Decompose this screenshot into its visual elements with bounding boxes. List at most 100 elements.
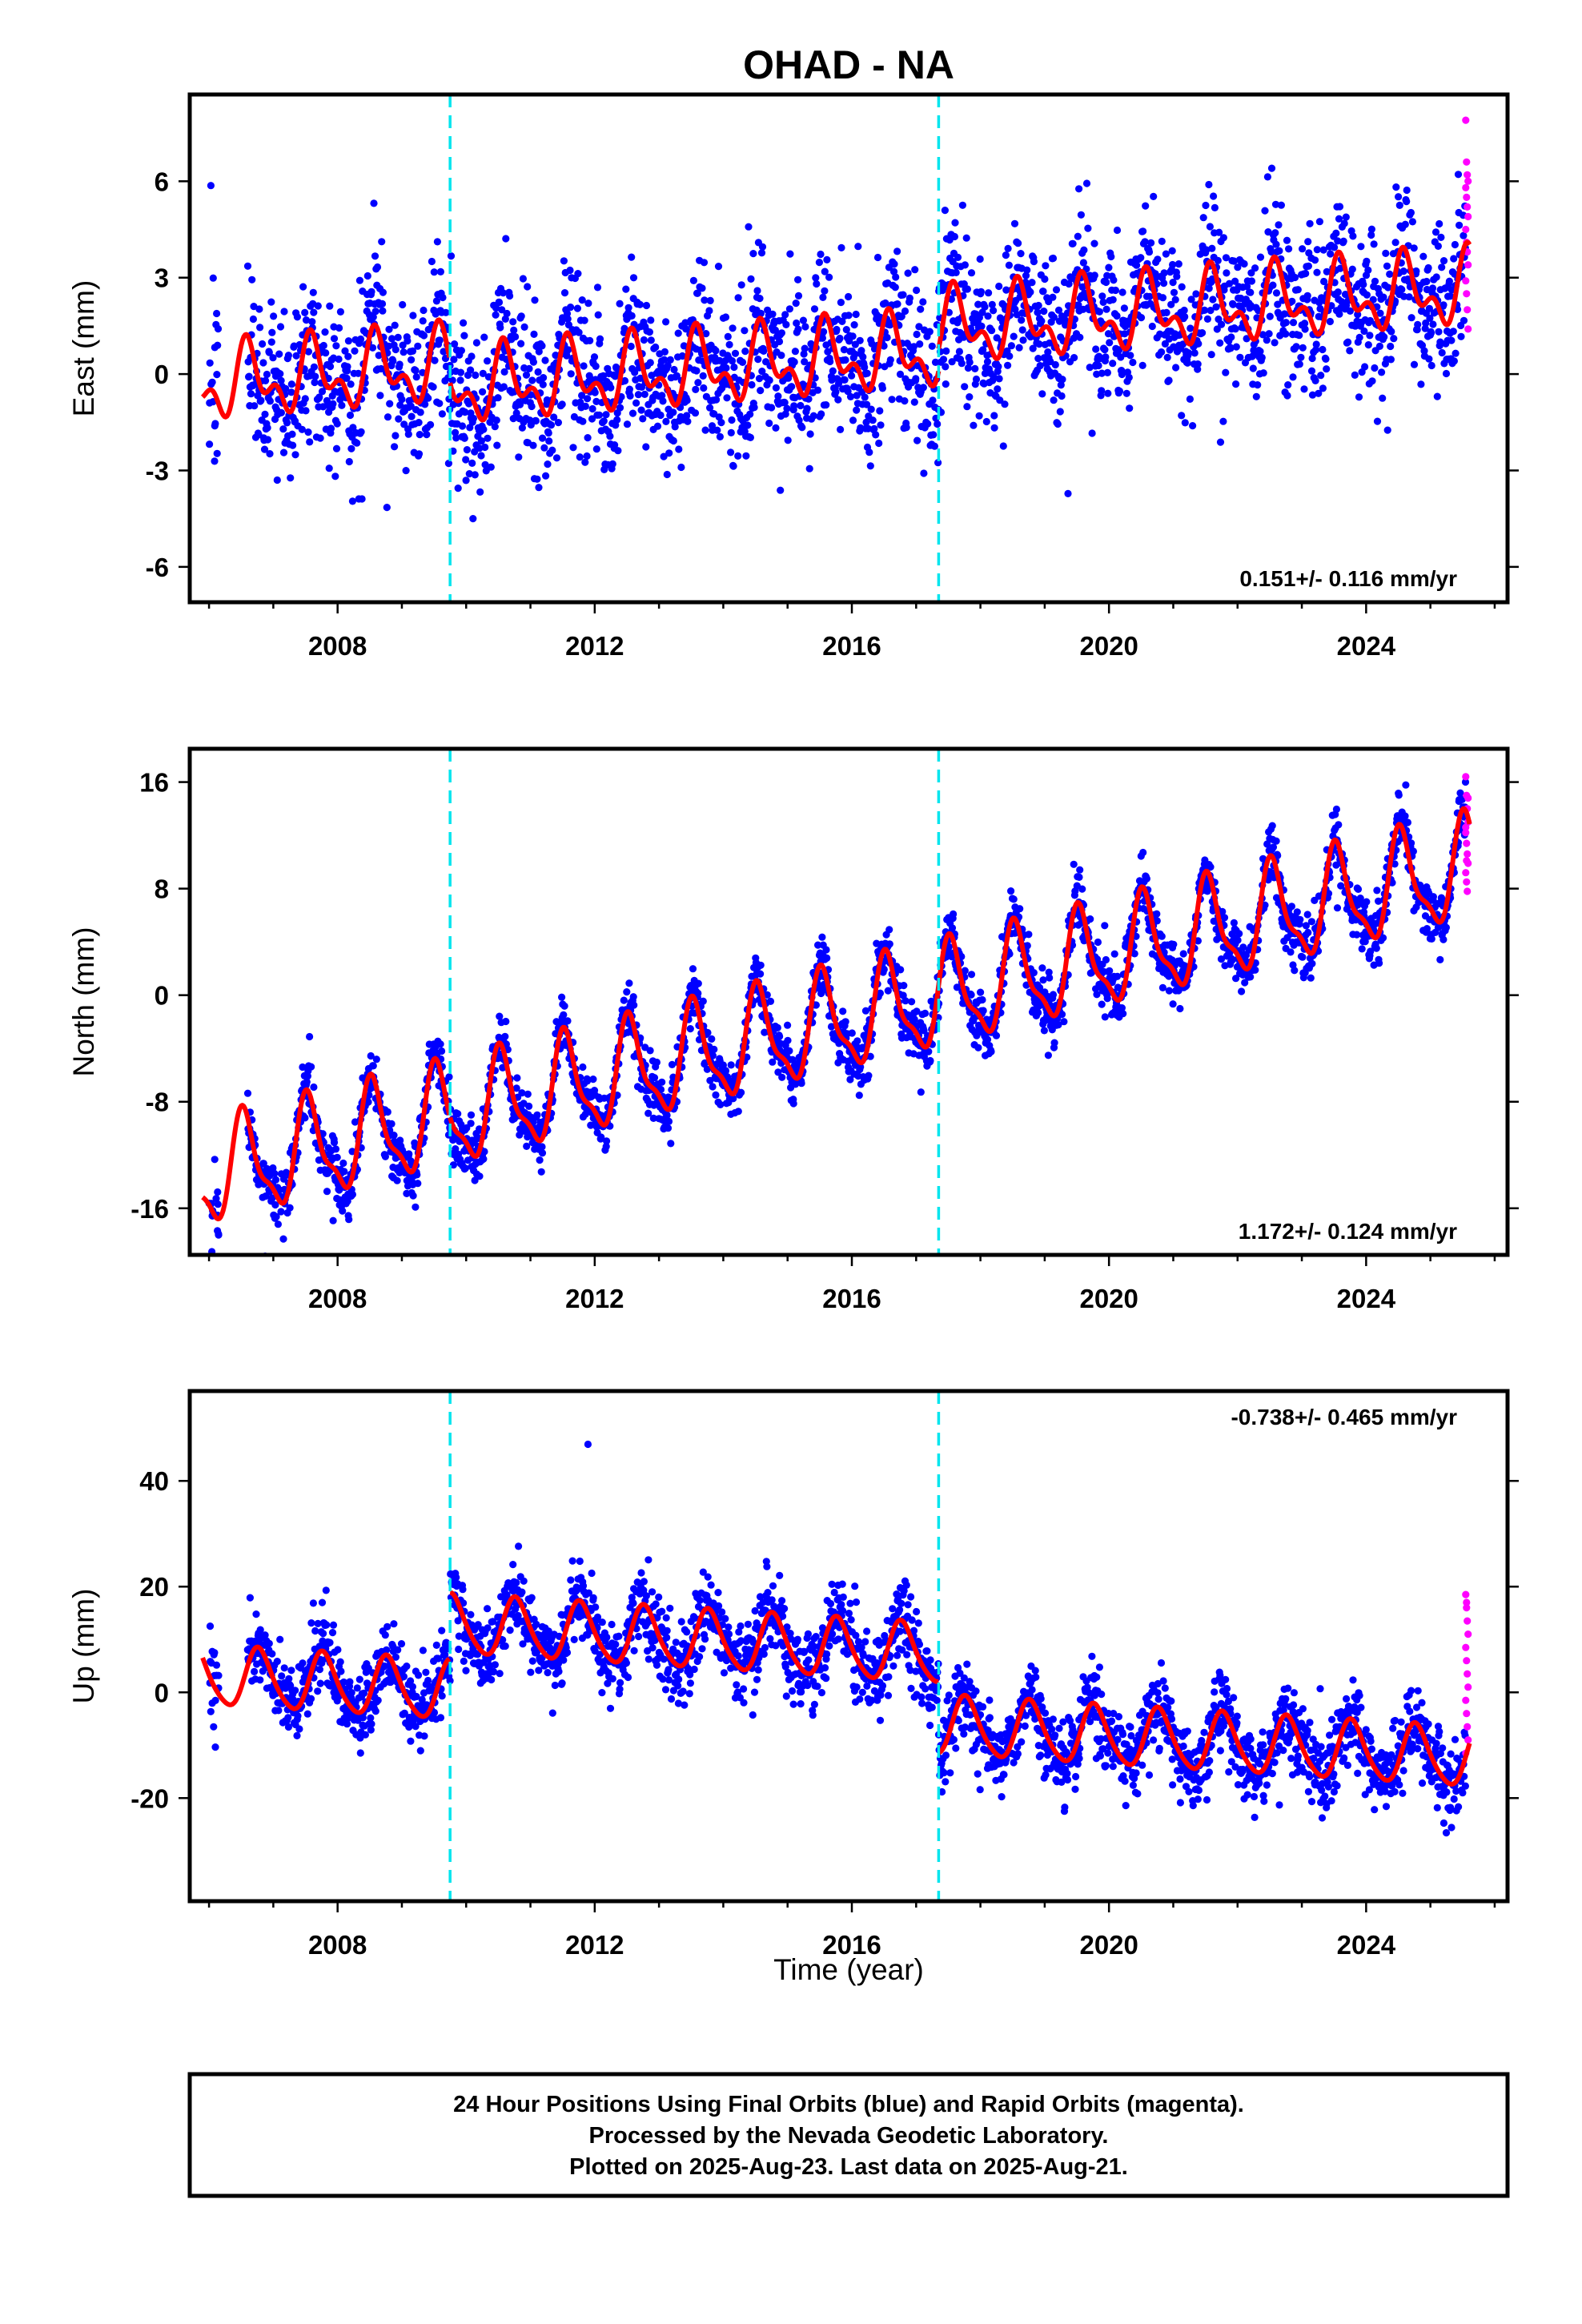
final-orbit-point (883, 333, 891, 342)
final-orbit-point (436, 336, 444, 344)
final-orbit-point (741, 327, 749, 335)
final-orbit-point (1392, 183, 1400, 191)
final-orbit-point (315, 1156, 323, 1164)
final-orbit-point (990, 412, 998, 420)
final-orbit-point (1398, 285, 1406, 294)
final-orbit-point (713, 426, 721, 434)
final-orbit-point (517, 312, 525, 320)
final-orbit-point (967, 269, 976, 277)
final-orbit-point (1098, 369, 1106, 377)
final-orbit-point (1176, 1004, 1184, 1013)
final-orbit-point (531, 296, 539, 304)
final-orbit-point (990, 372, 998, 380)
final-orbit-point (1423, 277, 1431, 286)
final-orbit-point (1426, 314, 1434, 322)
final-orbit-point (458, 422, 467, 430)
final-orbit-point (1414, 320, 1422, 328)
final-orbit-point (832, 388, 840, 396)
final-orbit-point (461, 1164, 470, 1172)
final-orbit-point (769, 310, 777, 318)
final-orbit-point (402, 467, 410, 475)
final-orbit-point (856, 336, 864, 344)
final-orbit-point (693, 367, 701, 375)
final-orbit-point (365, 1091, 373, 1100)
final-orbit-point (465, 470, 473, 478)
final-orbit-point (1354, 311, 1362, 319)
final-orbit-point (251, 402, 259, 410)
final-orbit-point (1150, 192, 1158, 200)
final-orbit-point (1395, 201, 1403, 209)
final-orbit-point (1371, 277, 1379, 285)
north-plot-area (190, 749, 1508, 1255)
final-orbit-point (849, 416, 857, 424)
final-orbit-point (516, 400, 524, 408)
final-orbit-point (961, 383, 969, 391)
final-orbit-point (1238, 987, 1246, 995)
final-orbit-point (667, 1140, 675, 1148)
final-orbit-point (987, 1047, 995, 1055)
final-orbit-point (845, 312, 853, 320)
final-orbit-point (1302, 922, 1310, 930)
final-orbit-point (652, 1058, 661, 1067)
final-orbit-point (1153, 917, 1161, 925)
final-orbit-point (1095, 308, 1103, 316)
final-orbit-point (547, 421, 556, 429)
final-orbit-point (857, 347, 865, 355)
final-orbit-point (1410, 360, 1419, 368)
final-orbit-point (394, 333, 402, 341)
final-orbit-point (790, 402, 798, 410)
final-orbit-point (277, 408, 285, 416)
final-orbit-point (529, 441, 537, 449)
final-orbit-point (647, 316, 655, 324)
final-orbit-point (897, 966, 905, 974)
final-orbit-point (404, 430, 412, 438)
final-orbit-point (994, 385, 1002, 393)
final-orbit-point (1306, 219, 1314, 227)
final-orbit-point (250, 303, 258, 311)
final-orbit-point (1299, 245, 1307, 253)
final-orbit-point (436, 267, 445, 275)
final-orbit-point (209, 274, 217, 282)
final-orbit-point (985, 289, 993, 297)
final-orbit-point (454, 1110, 462, 1118)
model-line (200, 317, 452, 420)
final-orbit-point (896, 370, 905, 378)
final-orbit-point (591, 388, 599, 396)
final-orbit-point (494, 394, 502, 402)
final-orbit-point (262, 376, 270, 384)
final-orbit-point (396, 360, 404, 368)
final-orbit-point (1118, 370, 1126, 379)
final-orbit-point (588, 404, 596, 413)
final-orbit-point (841, 356, 849, 364)
final-orbit-point (269, 354, 277, 362)
final-orbit-point (442, 308, 450, 316)
final-orbit-point (207, 380, 215, 388)
final-orbit-point (613, 416, 621, 424)
final-orbit-point (538, 1149, 547, 1157)
model-line (448, 306, 942, 423)
final-orbit-point (724, 1073, 732, 1081)
final-orbit-point (1126, 352, 1134, 360)
final-orbit-point (344, 352, 352, 360)
final-orbit-point (840, 346, 848, 354)
final-orbit-point (560, 257, 568, 265)
final-orbit-point (1017, 250, 1025, 258)
final-orbit-point (1225, 279, 1234, 287)
final-orbit-point (398, 396, 406, 404)
final-orbit-point (279, 425, 287, 433)
final-orbit-point (948, 358, 956, 366)
final-orbit-point (803, 404, 811, 412)
final-orbit-point (1403, 186, 1411, 195)
final-orbit-point (1093, 991, 1101, 999)
final-orbit-point (813, 279, 821, 288)
final-orbit-point (1243, 335, 1251, 343)
rapid-orbit-point (1464, 261, 1472, 269)
final-orbit-point (544, 460, 552, 468)
final-orbit-point (524, 1090, 532, 1098)
final-orbit-point (332, 342, 340, 350)
final-orbit-point (885, 926, 893, 934)
final-orbit-point (327, 424, 335, 432)
final-orbit-point (267, 298, 275, 306)
final-orbit-point (438, 410, 447, 418)
final-orbit-point (746, 410, 754, 418)
